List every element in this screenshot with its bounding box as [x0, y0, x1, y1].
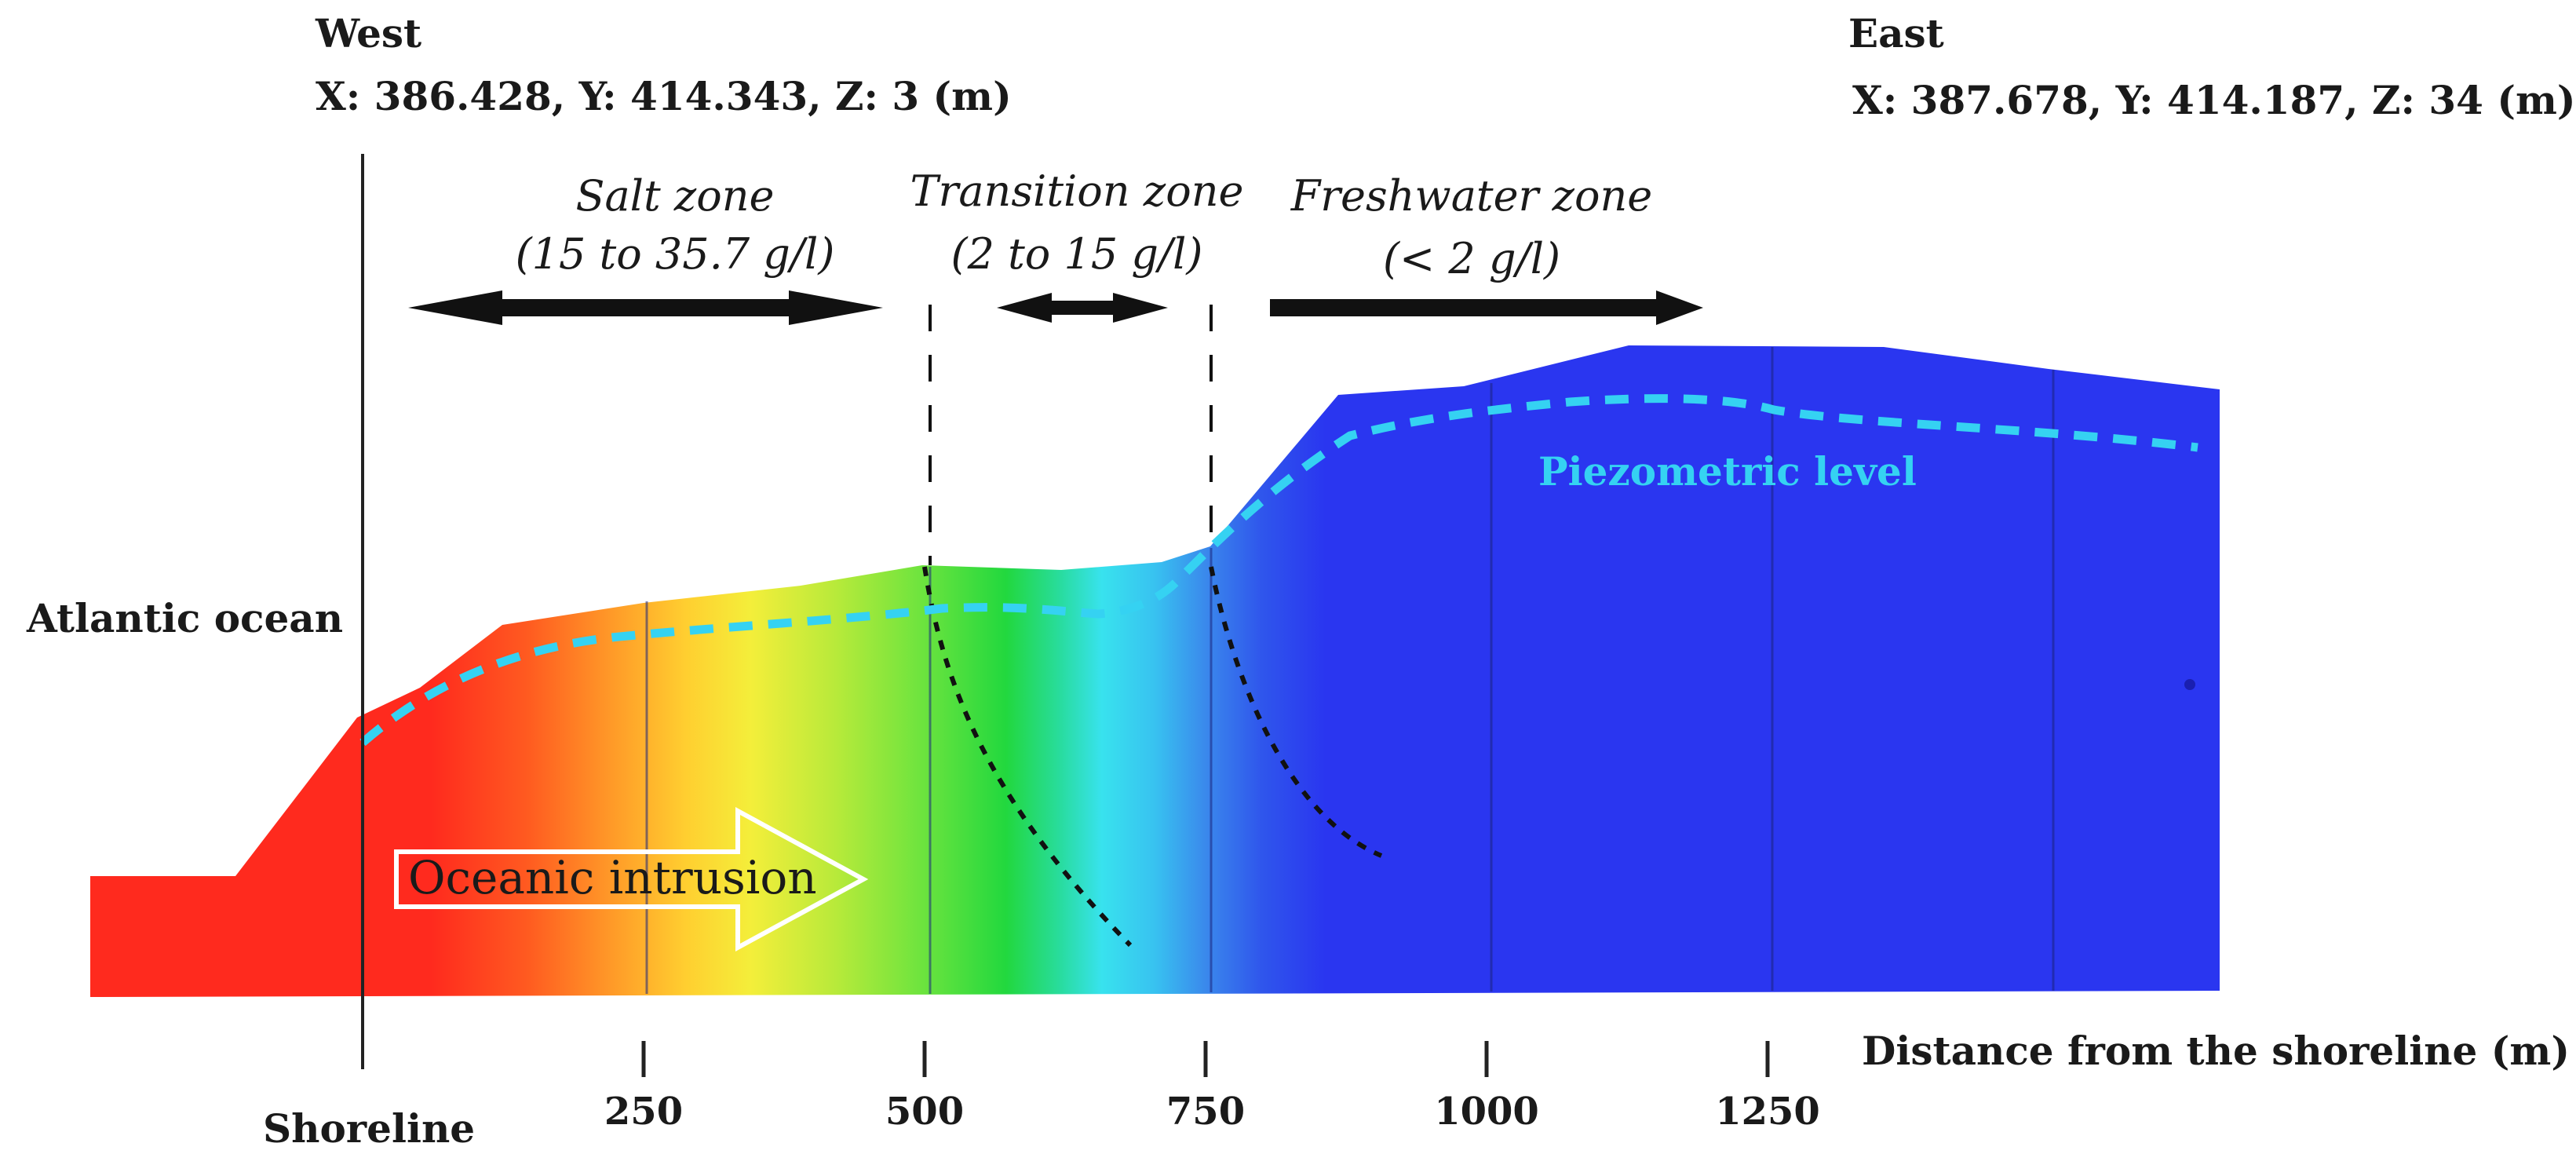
freshwater-zone-range: (< 2 g/l) — [1383, 234, 1560, 283]
axis-tick-label-250: 250 — [604, 1090, 683, 1134]
east-label: East — [1848, 10, 1944, 57]
west-label: West — [315, 10, 421, 57]
model-mesh-lines — [645, 347, 2055, 994]
oceanic-intrusion-label: Oceanic intrusion — [408, 851, 817, 904]
west-coordinates: X: 386.428, Y: 414.343, Z: 3 (m) — [316, 73, 1012, 119]
axis-tick-label-500: 500 — [885, 1090, 964, 1134]
shoreline-label: Shoreline — [263, 1105, 475, 1152]
axis-tick-label-750: 750 — [1166, 1090, 1245, 1134]
distance-axis: 250 500 750 1000 1250 — [604, 1041, 1820, 1134]
salt-zone-title: Salt zone — [575, 171, 774, 221]
east-coordinates: X: 387.678, Y: 414.187, Z: 34 (m) — [1852, 77, 2576, 123]
freshwater-zone-title: Freshwater zone — [1290, 171, 1652, 221]
axis-tick-label-1000: 1000 — [1434, 1090, 1539, 1134]
transition-zone-double-arrow — [997, 293, 1168, 323]
axis-tick-label-1250: 1250 — [1715, 1090, 1820, 1134]
piezometric-level-label: Piezometric level — [1538, 448, 1917, 495]
oceanic-intrusion-arrow — [394, 806, 869, 952]
transition-zone-range: (2 to 15 g/l) — [951, 229, 1203, 279]
aquifer-cross-section — [90, 345, 2220, 997]
salt-zone-range: (15 to 35.7 g/l) — [516, 229, 835, 279]
transition-freshwater-interface-curve — [1209, 566, 1383, 858]
observation-point — [2184, 679, 2195, 690]
atlantic-ocean-label: Atlantic ocean — [26, 595, 343, 641]
axis-title: Distance from the shoreline (m) — [1862, 1028, 2570, 1074]
freshwater-zone-arrow — [1270, 290, 1703, 325]
salt-zone-double-arrow — [408, 290, 883, 325]
transition-zone-title: Transition zone — [910, 166, 1244, 216]
piezometric-level-line — [359, 394, 2198, 747]
